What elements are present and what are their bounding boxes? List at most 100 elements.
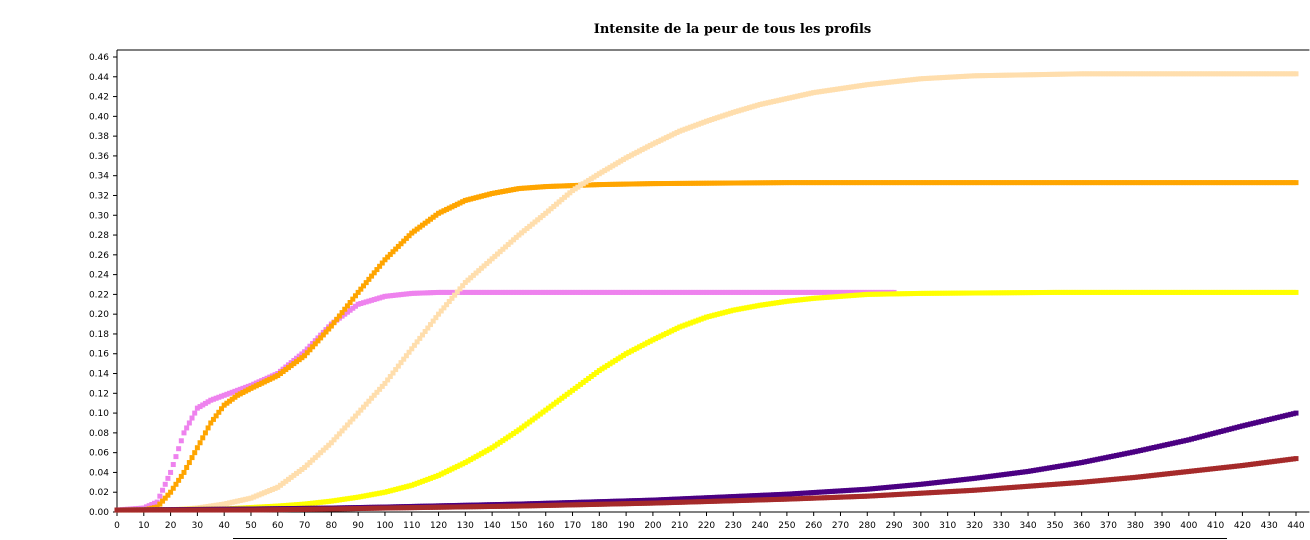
data-point bbox=[746, 180, 752, 186]
data-point bbox=[693, 318, 699, 324]
data-point bbox=[693, 289, 699, 295]
data-point bbox=[870, 291, 876, 297]
data-point bbox=[1162, 180, 1168, 186]
data-point bbox=[454, 504, 460, 510]
data-point bbox=[1210, 180, 1216, 186]
data-point bbox=[779, 496, 785, 502]
data-point bbox=[1272, 180, 1278, 186]
data-point bbox=[760, 302, 766, 308]
data-point bbox=[610, 163, 616, 169]
data-point bbox=[1156, 180, 1162, 186]
x-tick-label: 10 bbox=[138, 521, 150, 531]
data-point bbox=[588, 289, 594, 295]
data-point bbox=[1269, 289, 1275, 295]
data-point bbox=[221, 501, 227, 507]
data-point bbox=[859, 82, 865, 88]
data-point bbox=[294, 470, 300, 476]
data-point bbox=[695, 495, 701, 501]
data-point bbox=[387, 505, 393, 511]
data-point bbox=[1178, 439, 1184, 445]
data-point bbox=[449, 466, 455, 472]
data-point bbox=[312, 500, 318, 506]
data-point bbox=[307, 506, 313, 512]
x-tick-label: 280 bbox=[859, 521, 876, 531]
data-point bbox=[934, 180, 940, 186]
data-point bbox=[390, 370, 396, 376]
data-point bbox=[934, 489, 940, 495]
x-tick-label: 180 bbox=[591, 521, 608, 531]
data-point bbox=[425, 504, 431, 510]
data-point bbox=[1188, 289, 1194, 295]
data-point bbox=[610, 501, 616, 507]
data-point bbox=[982, 180, 988, 186]
data-point bbox=[1006, 471, 1012, 477]
data-point bbox=[446, 504, 452, 510]
data-point bbox=[446, 205, 452, 211]
data-point bbox=[854, 494, 860, 500]
data-point bbox=[572, 289, 578, 295]
data-point bbox=[307, 343, 313, 349]
data-point bbox=[1089, 180, 1095, 186]
data-point bbox=[221, 402, 227, 408]
data-point bbox=[240, 385, 246, 391]
data-point bbox=[1164, 471, 1170, 477]
data-point bbox=[315, 506, 321, 512]
data-point bbox=[690, 180, 696, 186]
data-point bbox=[1261, 289, 1267, 295]
data-point bbox=[752, 289, 758, 295]
data-point bbox=[628, 289, 634, 295]
data-point bbox=[336, 431, 342, 437]
data-point bbox=[1221, 71, 1227, 77]
data-point bbox=[955, 74, 961, 80]
data-point bbox=[862, 493, 868, 499]
data-point bbox=[982, 486, 988, 492]
data-point bbox=[706, 495, 712, 501]
data-point bbox=[695, 317, 701, 323]
data-point bbox=[1108, 454, 1114, 460]
data-point bbox=[832, 488, 838, 494]
data-point bbox=[1197, 467, 1203, 473]
data-point bbox=[602, 501, 608, 507]
data-point bbox=[178, 507, 184, 513]
data-point bbox=[253, 383, 259, 389]
data-point bbox=[862, 180, 868, 186]
data-point bbox=[714, 289, 720, 295]
data-point bbox=[698, 499, 704, 505]
data-point bbox=[594, 370, 600, 376]
data-point bbox=[261, 507, 267, 513]
data-point bbox=[1084, 479, 1090, 485]
data-point bbox=[808, 180, 814, 186]
data-point bbox=[470, 455, 476, 461]
data-point bbox=[886, 484, 892, 490]
data-point bbox=[982, 73, 988, 79]
data-point bbox=[468, 289, 474, 295]
data-point bbox=[545, 208, 551, 214]
data-point bbox=[805, 91, 811, 97]
data-point bbox=[655, 138, 661, 144]
y-tick-label: 0.08 bbox=[89, 429, 109, 439]
data-point bbox=[355, 289, 361, 295]
data-point bbox=[235, 387, 241, 393]
data-point bbox=[787, 180, 793, 186]
data-point bbox=[596, 171, 602, 177]
x-tick-label: 240 bbox=[751, 521, 768, 531]
data-point bbox=[639, 497, 645, 503]
data-point bbox=[481, 504, 487, 510]
data-point bbox=[875, 81, 881, 87]
y-tick-label: 0.04 bbox=[89, 468, 109, 478]
data-point bbox=[208, 503, 214, 509]
data-point bbox=[508, 503, 514, 509]
data-point bbox=[628, 152, 634, 158]
data-point bbox=[993, 290, 999, 296]
horizontal-scrollbar[interactable] bbox=[233, 538, 1227, 539]
data-point bbox=[1087, 479, 1093, 485]
data-point bbox=[245, 496, 251, 502]
data-point bbox=[229, 507, 235, 513]
data-point bbox=[406, 349, 412, 355]
data-point bbox=[186, 460, 192, 466]
data-point bbox=[1084, 180, 1090, 186]
data-point bbox=[859, 292, 865, 298]
data-point bbox=[733, 493, 739, 499]
data-point bbox=[846, 289, 852, 295]
data-point bbox=[645, 144, 651, 150]
